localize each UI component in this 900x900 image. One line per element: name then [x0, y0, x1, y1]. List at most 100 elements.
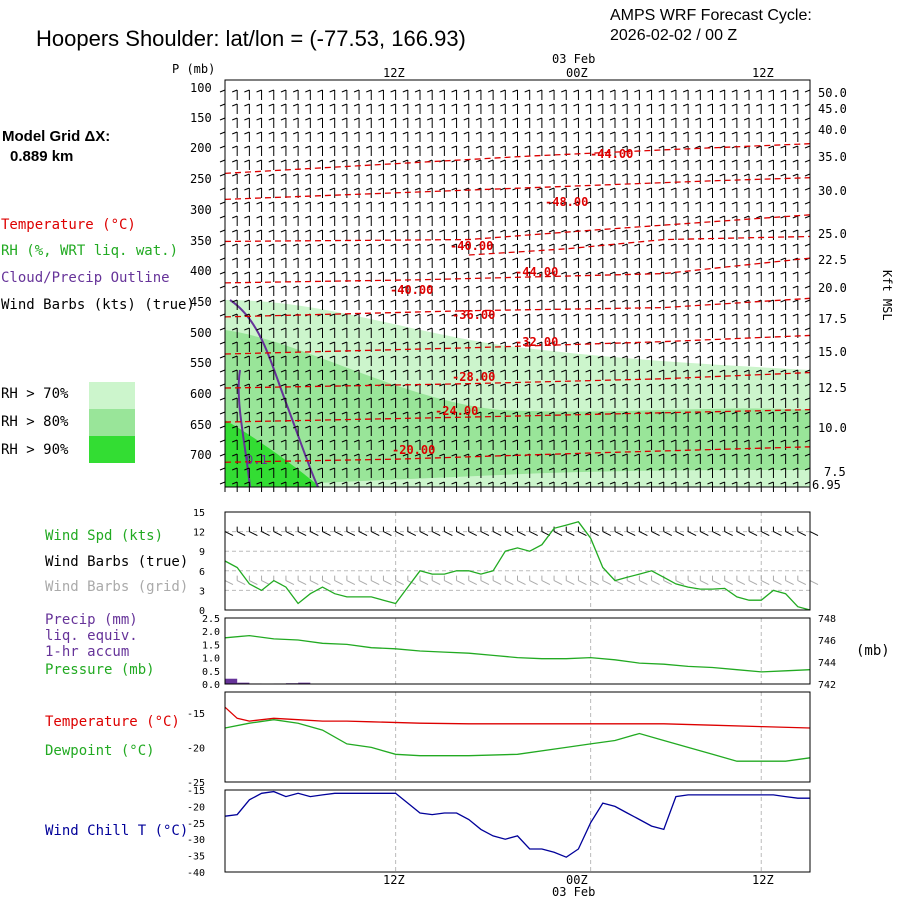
- wind-barb: [719, 341, 726, 352]
- wind-barb: [268, 383, 275, 394]
- wind-barb: [305, 131, 311, 142]
- wind-barb: [780, 397, 787, 408]
- wind-barb: [682, 327, 689, 338]
- wind-barb: [536, 299, 543, 310]
- wind-barb: [707, 467, 713, 478]
- wind-chill-tick: -25: [187, 819, 205, 830]
- wind-barb: [561, 201, 567, 212]
- wind-barb: [463, 201, 470, 212]
- wind-barb: [646, 131, 653, 142]
- wind-barb: [561, 467, 567, 478]
- wind-barb: [280, 173, 287, 184]
- wind-barb: [743, 411, 750, 422]
- wind-barb: [609, 229, 616, 240]
- wind-barb: [219, 103, 226, 114]
- wind-barb: [378, 173, 384, 184]
- wind-barb: [317, 229, 323, 240]
- wind-barb: [268, 341, 275, 352]
- wind-barb: [390, 327, 397, 338]
- wind-barb: [707, 285, 713, 296]
- isotherm-label: -36.00: [452, 308, 495, 322]
- wind-barb: [780, 103, 787, 114]
- wind-barb: [707, 383, 713, 394]
- wind-barb: [439, 257, 445, 268]
- wind-barb: [378, 89, 384, 100]
- precip-tick: 1.5: [202, 640, 220, 651]
- wind-barb: [573, 285, 579, 296]
- time-bottom-00z: 00Z: [566, 873, 588, 887]
- wind-barb: [487, 397, 494, 408]
- wind-barb: [414, 243, 421, 254]
- wind-barb: [719, 397, 726, 408]
- wind-barb: [768, 187, 774, 198]
- wind-barb: [524, 383, 531, 394]
- wind-barb: [634, 173, 640, 184]
- wind-barb: [463, 173, 470, 184]
- wind-barb: [695, 103, 701, 114]
- wind-barb: [548, 355, 555, 366]
- wind-barb: [585, 117, 592, 128]
- wind-barb: [561, 341, 567, 352]
- precip-tick: 2.0: [202, 627, 220, 638]
- wind-barb: [317, 271, 323, 282]
- wind-barb: [719, 299, 726, 310]
- wind-barb: [756, 117, 762, 128]
- wind-barb: [634, 271, 640, 282]
- wind-barb: [512, 285, 518, 296]
- wind-barb-true: [626, 526, 636, 537]
- wind-barb: [475, 369, 482, 380]
- wind-barb: [414, 411, 421, 422]
- wind-barb: [390, 341, 397, 352]
- wind-barb: [439, 369, 445, 380]
- wind-barb: [292, 383, 299, 394]
- wind-barb: [695, 341, 701, 352]
- wind-barb-true: [322, 526, 331, 537]
- wind-barb: [305, 201, 311, 212]
- wind-panel-frame: [224, 511, 811, 611]
- wind-barb: [682, 299, 689, 310]
- wind-barb: [329, 355, 336, 366]
- wind-barb: [353, 201, 360, 212]
- wind-barb: [585, 89, 592, 100]
- wind-barb-grid: [638, 575, 648, 586]
- wind-barb: [366, 299, 372, 310]
- date-top: 03 Feb: [552, 52, 596, 66]
- wind-barb: [585, 271, 592, 282]
- wind-barb: [768, 397, 774, 408]
- wind-barb: [378, 327, 384, 338]
- wind-barb: [268, 327, 275, 338]
- wind-barb: [646, 243, 653, 254]
- wind-barb: [256, 257, 263, 268]
- wind-barb: [573, 369, 579, 380]
- wind-barb: [622, 341, 628, 352]
- wind-barb: [597, 187, 604, 198]
- wind-barb: [292, 215, 299, 226]
- wind-barb: [719, 257, 726, 268]
- wind-barb: [597, 271, 604, 282]
- wind-barb: [232, 145, 238, 156]
- wind-barb: [317, 145, 323, 156]
- wind-barb: [585, 327, 592, 338]
- wind-barb: [268, 201, 275, 212]
- wind-barb-grid: [236, 575, 246, 586]
- wind-barb: [536, 89, 543, 100]
- wind-barb: [463, 425, 470, 436]
- wind-barb: [451, 229, 458, 240]
- wind-barb: [353, 89, 360, 100]
- wind-barb: [622, 383, 628, 394]
- wind-barb: [292, 89, 299, 100]
- wind-barb: [573, 243, 579, 254]
- wind-barb: [768, 117, 774, 128]
- precip-tick: 2.5: [202, 614, 220, 625]
- wind-barb: [463, 453, 470, 464]
- wind-barb: [402, 327, 409, 338]
- wind-barb: [280, 243, 287, 254]
- wind-barb: [402, 411, 409, 422]
- wind-barb: [500, 411, 506, 422]
- page-title: Hoopers Shoulder: lat/lon = (-77.53, 166…: [36, 26, 466, 51]
- wind-barb: [500, 103, 506, 114]
- wind-barb: [329, 89, 336, 100]
- wind-barb: [695, 439, 701, 450]
- wind-barb: [512, 467, 518, 478]
- wind-barb: [682, 271, 689, 282]
